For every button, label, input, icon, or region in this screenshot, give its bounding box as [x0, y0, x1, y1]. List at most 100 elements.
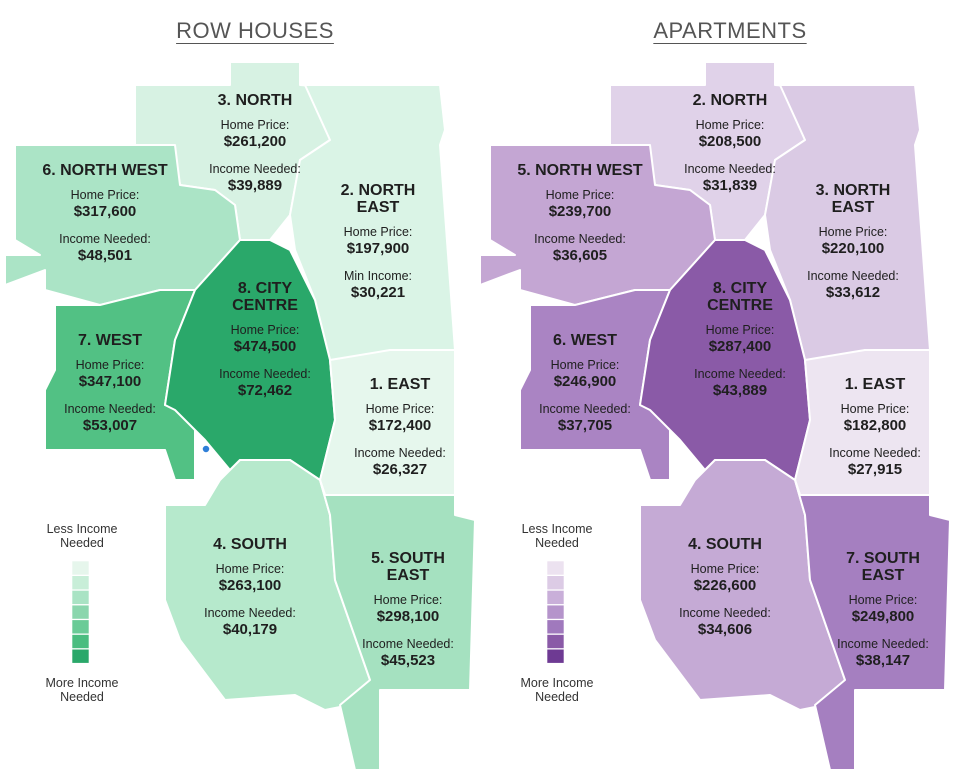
region-label: 1. EAST Home Price: $182,800 Income Needed:…	[800, 376, 950, 490]
location-dot	[201, 444, 211, 454]
region-label: 8. CITY CENTRE Home Price: $287,400 Income …	[665, 280, 815, 411]
region-label: 3. NORTH Home Price: $261,200 Income Needed…	[180, 92, 330, 206]
legend-swatch	[546, 619, 565, 635]
region-name: 6. NORTH WEST	[42, 162, 168, 179]
legend-swatch	[71, 560, 90, 576]
region-label: 7. WEST Home Price: $347,100 Income Needed:…	[35, 332, 185, 446]
region-name: 7. WEST	[77, 332, 142, 349]
price-label: Home Price:	[365, 402, 435, 416]
price: $172,400	[368, 417, 432, 434]
price: $197,900	[346, 240, 410, 257]
income-label: Income Needed:	[829, 446, 921, 460]
region-label: 5. NORTH WEST Home Price: $239,700 Income N…	[505, 162, 655, 276]
region-shape	[639, 459, 846, 711]
region-label: 8. CITY CENTRE Home Price: $474,500 Income …	[190, 280, 340, 411]
region-shape	[519, 289, 671, 481]
income-label: Income Needed:	[64, 402, 156, 416]
price-label: Home Price:	[75, 358, 145, 372]
region-shape	[319, 479, 476, 771]
price: $226,600	[693, 577, 757, 594]
price-label: Home Price:	[220, 118, 290, 132]
region-name: 3. NORTH EAST	[815, 182, 891, 216]
region-label: 5. SOUTH EAST Home Price: $298,100 Income N…	[333, 550, 483, 681]
income-label: Income Needed:	[209, 162, 301, 176]
price: $263,100	[218, 577, 282, 594]
price: $182,800	[843, 417, 907, 434]
legend-bottom: More Income Needed	[45, 676, 119, 704]
region-name: 4. SOUTH	[688, 536, 762, 553]
price: $208,500	[698, 133, 762, 150]
income: $37,705	[557, 417, 613, 434]
legend-top: Less Income Needed	[46, 522, 118, 550]
region-name: 3. NORTH	[217, 92, 293, 109]
price: $298,100	[376, 608, 440, 625]
legend-swatch	[71, 590, 90, 605]
income: $31,839	[702, 177, 758, 194]
legend-swatch	[71, 648, 90, 664]
income: $53,007	[82, 417, 138, 434]
price-label: Home Price:	[373, 593, 443, 607]
region-shape	[794, 479, 951, 771]
income-label: Income Needed:	[59, 232, 151, 246]
region-shape	[44, 289, 196, 481]
region-label: 4. SOUTH Home Price: $226,600 Income Needed…	[650, 536, 800, 650]
income-label: Income Needed:	[837, 637, 929, 651]
region-label: 1. EAST Home Price: $172,400 Income Needed:…	[325, 376, 475, 490]
income: $33,612	[825, 284, 881, 301]
region-label: 2. NORTH EAST Home Price: $197,900 Min Inco…	[303, 182, 453, 313]
price: $246,900	[553, 373, 617, 390]
price-label: Home Price:	[70, 188, 140, 202]
price: $317,600	[73, 203, 137, 220]
region-shape	[164, 459, 371, 711]
region-label: 2. NORTH Home Price: $208,500 Income Needed…	[655, 92, 805, 206]
income: $34,606	[697, 621, 753, 638]
region-name: 8. CITY CENTRE	[232, 280, 298, 314]
price-label: Home Price:	[818, 225, 888, 239]
map-title: APARTMENTS	[653, 18, 807, 43]
income: $30,221	[350, 284, 406, 301]
legend-swatch	[546, 560, 565, 576]
legend-swatch	[71, 634, 90, 649]
legend-swatch	[546, 634, 565, 649]
legend-swatch	[71, 604, 90, 620]
income-label: Income Needed:	[539, 402, 631, 416]
legend-swatch	[546, 590, 565, 605]
price-label: Home Price:	[550, 358, 620, 372]
map-title: ROW HOUSES	[176, 18, 334, 43]
income-label: Income Needed:	[362, 637, 454, 651]
region-name: 5. SOUTH EAST	[371, 550, 445, 584]
price-label: Home Price:	[545, 188, 615, 202]
price-label: Home Price:	[848, 593, 918, 607]
legend-swatch	[546, 604, 565, 620]
region-name: 6. WEST	[552, 332, 617, 349]
price-label: Home Price:	[705, 323, 775, 337]
region-label: 4. SOUTH Home Price: $263,100 Income Needed…	[175, 536, 325, 650]
price: $220,100	[821, 240, 885, 257]
income: $38,147	[855, 652, 911, 669]
income: $36,605	[552, 247, 608, 264]
price: $239,700	[548, 203, 612, 220]
price: $287,400	[708, 338, 772, 355]
income: $72,462	[237, 382, 293, 399]
region-name: 1. EAST	[369, 376, 431, 393]
price-label: Home Price:	[695, 118, 765, 132]
legend-bottom: More Income Needed	[520, 676, 594, 704]
income-label: Income Needed:	[219, 367, 311, 381]
region-name: 4. SOUTH	[213, 536, 287, 553]
price: $347,100	[78, 373, 142, 390]
income-label: Income Needed:	[534, 232, 626, 246]
region-name: 7. SOUTH EAST	[846, 550, 920, 584]
legend-swatch	[71, 619, 90, 635]
price-label: Home Price:	[215, 562, 285, 576]
income-label: Income Needed:	[204, 606, 296, 620]
income-label: Income Needed:	[679, 606, 771, 620]
price: $474,500	[233, 338, 297, 355]
region-label: 6. WEST Home Price: $246,900 Income Needed:…	[510, 332, 660, 446]
region-label: 3. NORTH EAST Home Price: $220,100 Income N…	[778, 182, 928, 313]
income-label: Income Needed:	[684, 162, 776, 176]
income-label: Income Needed:	[694, 367, 786, 381]
legend-top: Less Income Needed	[521, 522, 593, 550]
income: $40,179	[222, 621, 278, 638]
